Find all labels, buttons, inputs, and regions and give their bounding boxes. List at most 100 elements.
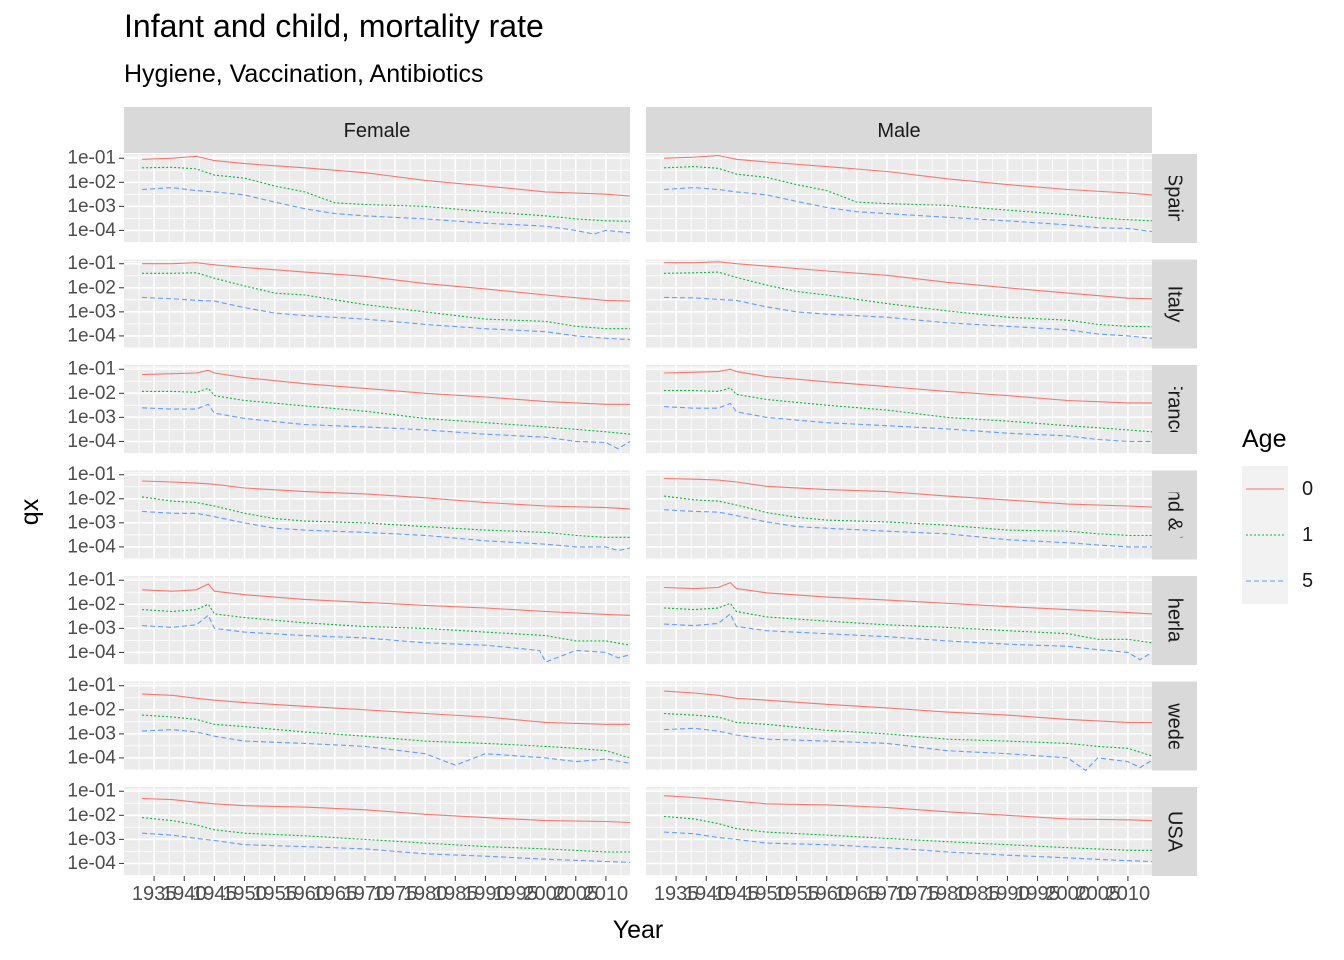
y-tick-label: 1e-01 <box>67 570 116 591</box>
x-tick-label: 1945 <box>192 883 237 905</box>
series-line-age-0 <box>664 261 1153 300</box>
series-line-age-5 <box>664 613 1153 661</box>
x-tick-label: 1960 <box>282 883 327 905</box>
series-line-age-0 <box>142 155 631 197</box>
series-line-age-0 <box>664 368 1152 404</box>
legend-title: Age <box>1242 425 1286 453</box>
legend-label: 5 <box>1302 570 1313 592</box>
y-tick-label: 1e-03 <box>67 829 116 850</box>
chart-subtitle: Hygiene, Vaccination, Antibiotics <box>124 60 484 88</box>
facet-strip-usa <box>1152 787 1197 876</box>
series-line-age-1 <box>664 602 1153 644</box>
series-line-age-5 <box>664 187 1153 233</box>
x-tick-label: 1950 <box>222 883 267 905</box>
x-tick-label: 1955 <box>252 883 297 905</box>
facet-strip-male <box>646 107 1152 153</box>
y-tick-label: 1e-02 <box>67 699 116 720</box>
x-tick-label: 2010 <box>584 883 629 905</box>
y-tick-label: 1e-03 <box>67 512 116 533</box>
y-tick-label: 1e-02 <box>67 488 116 509</box>
x-tick-label: 1940 <box>684 883 729 905</box>
y-tick-label: 1e-01 <box>67 253 116 274</box>
legend-label: 1 <box>1302 524 1313 546</box>
facet-strip-label: USA <box>1164 811 1186 853</box>
x-tick-label: 1990 <box>463 883 508 905</box>
facet-strip-england-wales <box>1152 470 1197 560</box>
y-tick-label: 1e-04 <box>67 220 116 241</box>
series-line-age-5 <box>142 403 631 450</box>
y-tick-label: 1e-02 <box>67 805 116 826</box>
series-line-age-1 <box>664 166 1153 222</box>
facet-strip-label: Spain <box>1164 173 1186 224</box>
series-line-age-5 <box>142 614 631 663</box>
facet-strip-label: Italy <box>1164 286 1186 323</box>
series-line-age-1 <box>142 496 630 538</box>
series-line-age-5 <box>664 831 1153 863</box>
x-axis-label: Year <box>613 916 664 944</box>
legend-label: 0 <box>1302 478 1313 500</box>
series-line-age-5 <box>142 296 631 341</box>
y-tick-label: 1e-03 <box>67 407 116 428</box>
y-tick-label: 1e-04 <box>67 747 116 768</box>
series-line-age-1 <box>664 387 1153 433</box>
series-line-age-5 <box>142 510 631 552</box>
x-tick-label: 1940 <box>162 883 207 905</box>
x-tick-label: 1935 <box>132 883 177 905</box>
series-line-age-1 <box>664 495 1152 536</box>
y-tick-label: 1e-03 <box>67 618 116 639</box>
facet-strip-label: Sweden <box>1164 690 1186 762</box>
series-line-age-0 <box>142 797 631 824</box>
y-tick-label: 1e-02 <box>67 594 116 615</box>
x-tick-label: 1965 <box>835 883 880 905</box>
y-tick-label: 1e-02 <box>67 172 116 193</box>
x-tick-label: 1985 <box>433 883 478 905</box>
facet-strip-netherlands <box>1152 576 1197 665</box>
series-line-age-1 <box>142 603 631 646</box>
y-tick-label: 1e-01 <box>67 675 116 696</box>
series-line-age-1 <box>664 712 1153 757</box>
series-line-age-0 <box>142 583 631 616</box>
y-tick-label: 1e-04 <box>67 642 116 663</box>
series-line-age-0 <box>142 369 630 405</box>
facet-strip-italy <box>1152 259 1197 349</box>
series-line-age-1 <box>142 166 631 222</box>
series-line-age-0 <box>142 480 631 510</box>
x-tick-label: 1985 <box>955 883 1000 905</box>
facet-strip-sweden <box>1152 681 1197 771</box>
x-tick-label: 1995 <box>493 883 538 905</box>
series-line-age-5 <box>664 296 1153 339</box>
y-tick-label: 1e-03 <box>67 723 116 744</box>
facet-strip-label: Male <box>877 120 920 142</box>
y-tick-label: 1e-03 <box>67 196 116 217</box>
x-tick-label: 1965 <box>313 883 358 905</box>
x-tick-label: 2000 <box>523 883 568 905</box>
y-tick-label: 1e-04 <box>67 325 116 346</box>
y-tick-label: 1e-01 <box>67 781 116 802</box>
chart-title: Infant and child, mortality rate <box>124 8 544 44</box>
facet-strip-label: Netherlands <box>1164 567 1186 675</box>
series-line-age-0 <box>664 795 1153 822</box>
facet-strip-label: Female <box>344 120 411 142</box>
series-line-age-0 <box>664 154 1153 196</box>
facet-strip-label: France <box>1164 378 1186 440</box>
y-tick-label: 1e-02 <box>67 277 116 298</box>
y-tick-label: 1e-04 <box>67 431 116 452</box>
facet-strip-france <box>1152 365 1197 454</box>
series-line-age-0 <box>664 581 1153 615</box>
y-tick-label: 1e-01 <box>67 359 116 380</box>
series-line-age-5 <box>142 729 631 766</box>
facet-strip-spain <box>1152 154 1197 243</box>
facet-strip-label: England & Wales <box>1164 439 1186 592</box>
x-tick-label: 1955 <box>774 883 819 905</box>
facet-strip-female <box>124 107 630 153</box>
series-line-age-5 <box>142 187 631 235</box>
x-tick-label: 1970 <box>343 883 388 905</box>
legend-key <box>1242 512 1288 558</box>
series-line-age-0 <box>664 690 1152 723</box>
x-tick-label: 1980 <box>403 883 448 905</box>
y-tick-label: 1e-01 <box>67 148 116 169</box>
y-tick-label: 1e-04 <box>67 853 116 874</box>
series-line-age-1 <box>142 387 631 435</box>
y-axis-label: qx <box>16 498 44 525</box>
